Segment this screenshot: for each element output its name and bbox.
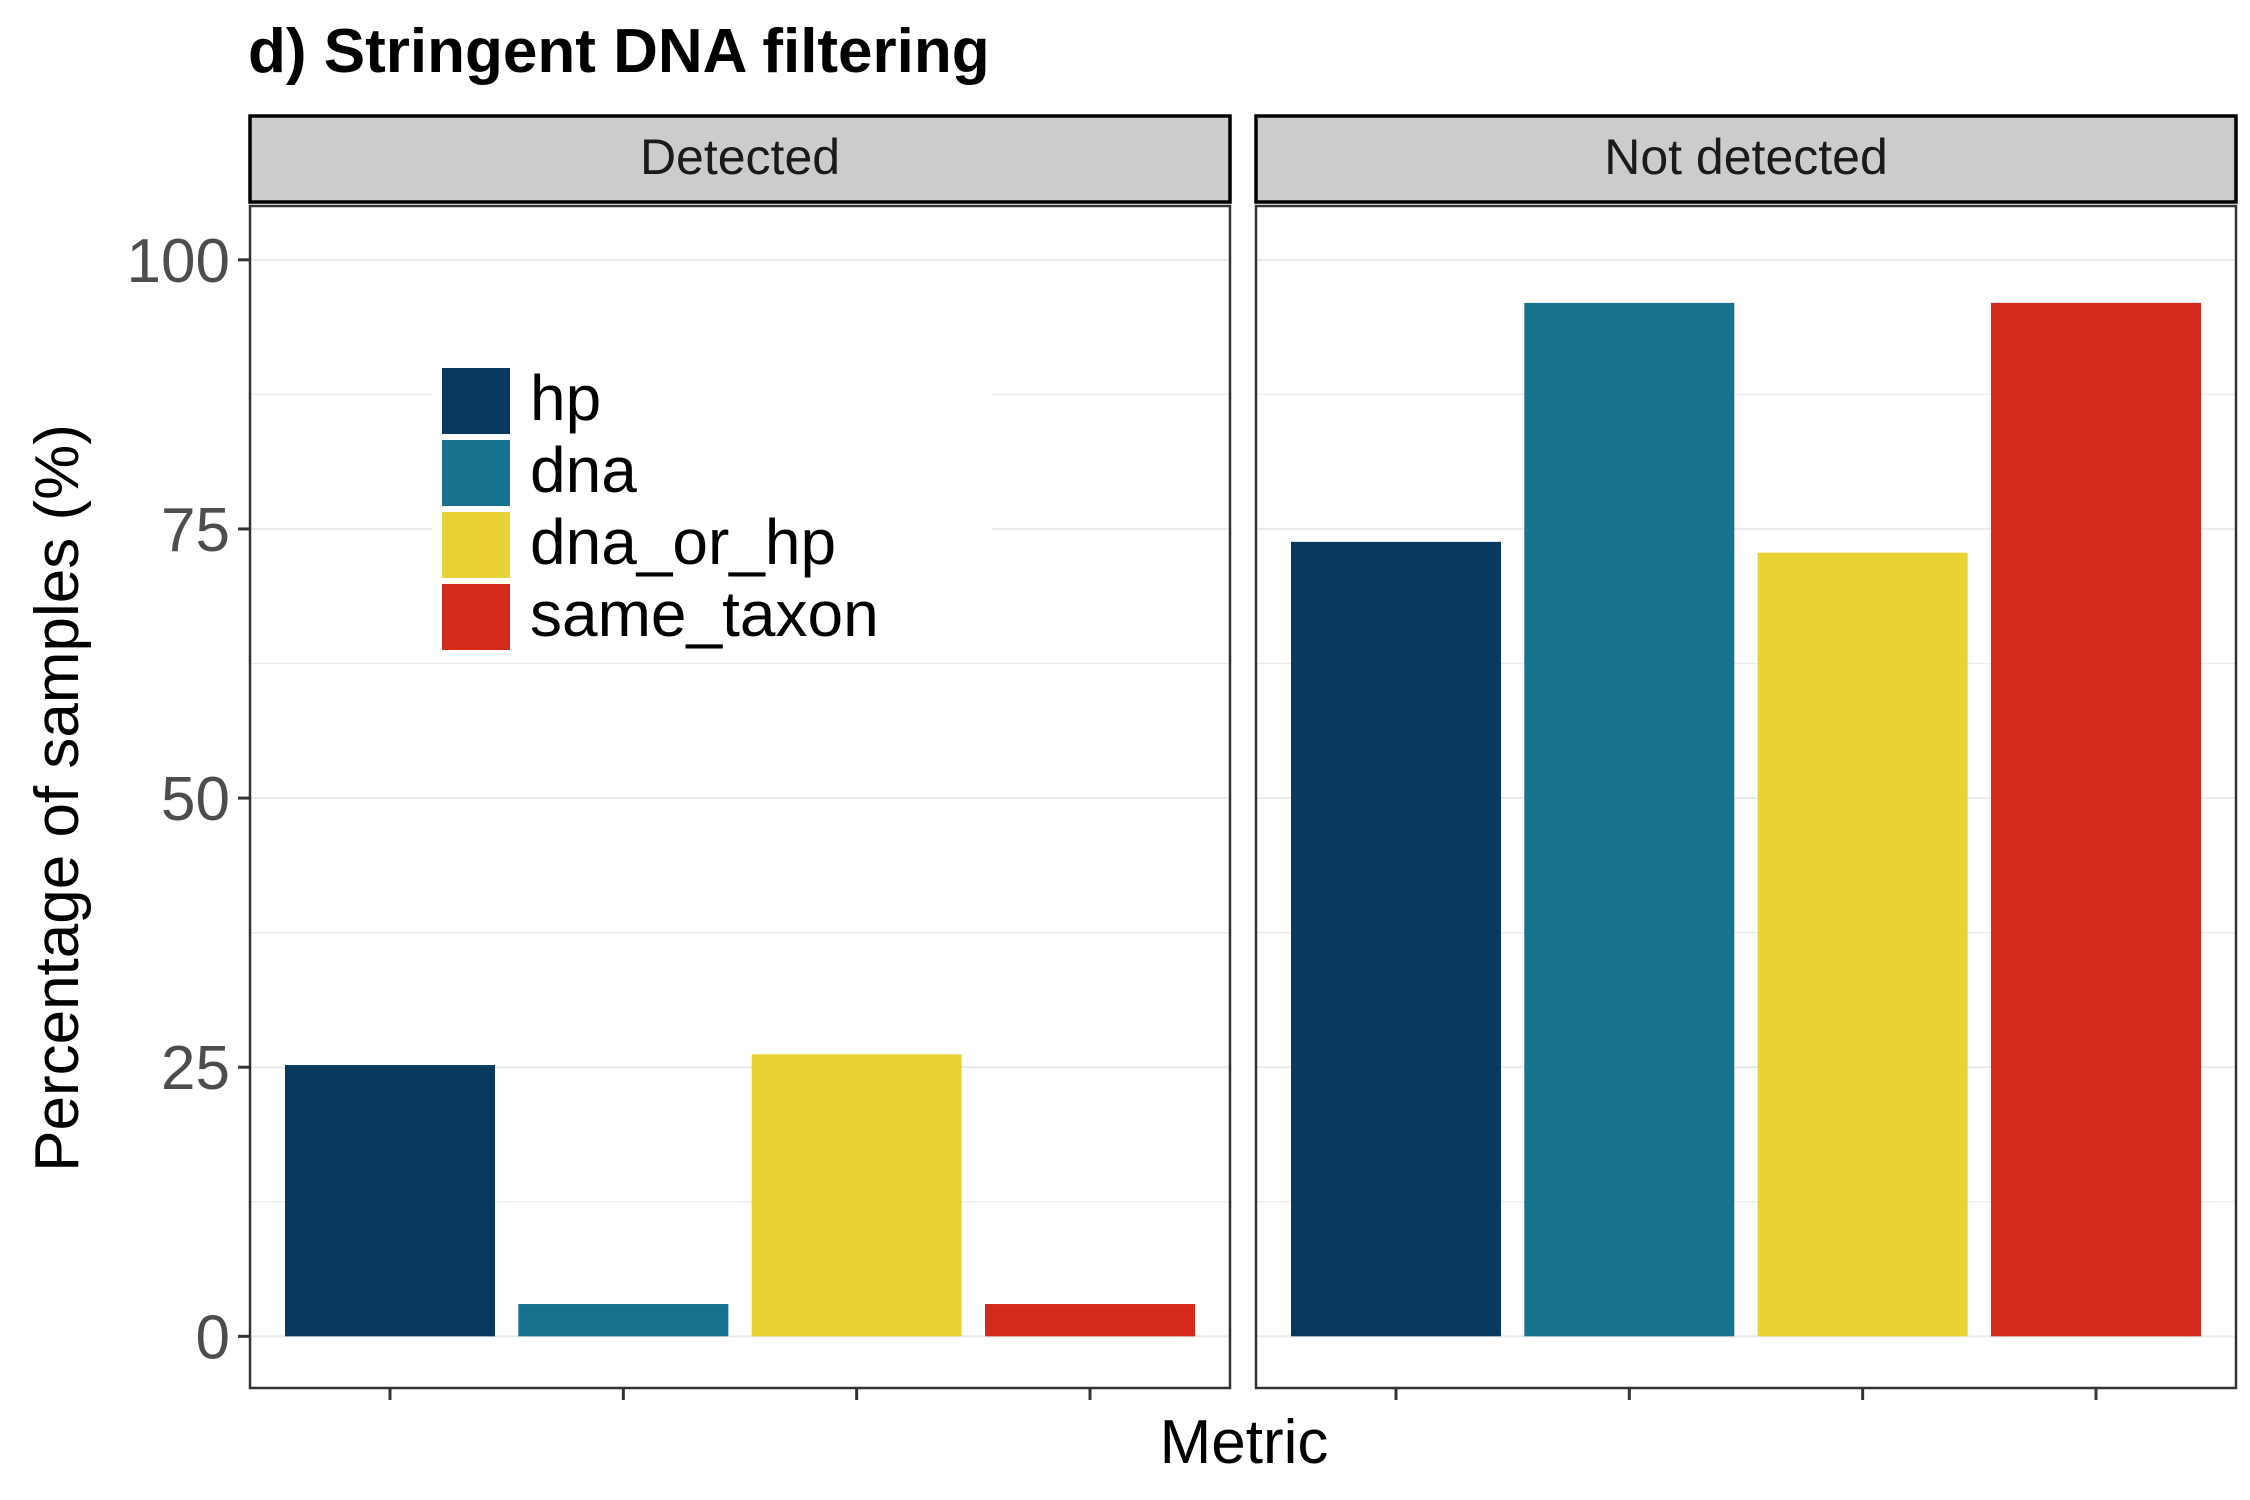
facet-panel: Not detected <box>1254 114 2238 1400</box>
legend-key-dna <box>442 440 510 506</box>
y-axis-label: Percentage of samples (%) <box>23 424 92 1172</box>
bar-dna <box>1524 302 1735 1337</box>
legend-label: same_taxon <box>530 578 879 650</box>
facet-strip-label: Not detected <box>1604 129 1888 185</box>
y-axis: 0 25 50 75 100 <box>127 227 250 1372</box>
legend-label: hp <box>530 362 601 434</box>
legend-label: dna <box>530 434 637 506</box>
facet-panel: Detected <box>248 114 1232 1400</box>
panel-border <box>1254 204 2238 1390</box>
facet-panels: Detected Not detected <box>248 114 2238 1400</box>
facet-strip-label: Detected <box>640 129 840 185</box>
bar-dna_or_hp <box>751 1054 962 1337</box>
legend-key-hp <box>442 368 510 434</box>
legend-label: dna_or_hp <box>530 506 836 578</box>
facet-strip <box>1254 114 2238 204</box>
bar-hp <box>1291 541 1501 1337</box>
y-tick-label: 0 <box>196 1303 230 1372</box>
y-tick-label: 75 <box>161 496 230 565</box>
legend-background <box>432 350 992 658</box>
y-tick-label: 50 <box>161 765 230 834</box>
legend-key-dna_or_hp <box>442 512 510 578</box>
x-axis-label: Metric <box>1160 1408 1329 1477</box>
bar-same_taxon <box>1991 302 2201 1337</box>
legend-key-same_taxon <box>442 584 510 650</box>
bar-same_taxon <box>985 1304 1195 1337</box>
facet-strip <box>248 114 1232 204</box>
bar-hp <box>285 1065 495 1337</box>
bar-dna <box>518 1304 729 1337</box>
chart-title: d) Stringent DNA filtering <box>248 17 990 86</box>
bar-dna_or_hp <box>1757 552 1968 1337</box>
y-tick-label: 25 <box>161 1034 230 1103</box>
y-tick-label: 100 <box>127 227 230 296</box>
